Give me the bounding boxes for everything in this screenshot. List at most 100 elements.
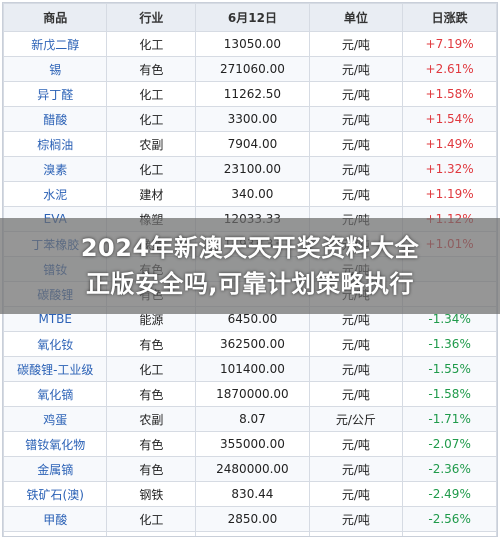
table-row: 氧化镨有色367500.00元/吨-2.65%	[3, 531, 497, 536]
unit-cell: 元/吨	[308, 456, 404, 482]
table-row: 溴素 化工 23100.00 元/吨 +1.32%	[3, 156, 497, 182]
commodity-name-link[interactable]: 鸡蛋	[3, 406, 108, 432]
table-row: 水泥 建材 340.00 元/吨 +1.19%	[3, 181, 497, 207]
price-cell: 2850.00	[195, 506, 310, 532]
table-row: 鸡蛋 农副 8.07 元/公斤 -1.71%	[3, 406, 497, 432]
daily-change-cell: +1.58%	[402, 81, 497, 107]
daily-change-cell: -2.07%	[402, 431, 497, 457]
industry-cell: 农副	[106, 131, 197, 157]
banner-title-line-2: 正版安全吗,可靠计划策略执行	[85, 270, 415, 298]
table-row: 金属镝 有色 2480000.00 元/吨 -2.36%	[3, 456, 497, 482]
col-header-unit[interactable]: 单位	[308, 3, 404, 32]
unit-cell: 元/吨	[308, 431, 404, 457]
unit-cell: 元/吨	[308, 81, 404, 107]
unit-cell: 元/吨	[308, 131, 404, 157]
unit-cell: 元/吨	[308, 381, 404, 407]
industry-cell: 有色	[106, 531, 197, 536]
price-cell: 7904.00	[195, 131, 310, 157]
industry-cell: 建材	[106, 181, 197, 207]
industry-cell: 有色	[106, 456, 197, 482]
unit-cell: 元/吨	[308, 181, 404, 207]
overlay-banner: 2024年新澳天天开奖资料大全 正版安全吗,可靠计划策略执行	[0, 218, 500, 314]
col-header-commodity[interactable]: 商品	[3, 3, 108, 32]
unit-cell: 元/吨	[308, 481, 404, 507]
commodity-name-link[interactable]: 异丁醛	[3, 81, 108, 107]
commodity-name-link[interactable]: 新戊二醇	[3, 31, 108, 57]
price-cell: 8.07	[195, 406, 310, 432]
price-cell: 340.00	[195, 181, 310, 207]
table-header: 商品 行业 6月12日 单位 日涨跌	[3, 3, 497, 32]
industry-cell: 有色	[106, 331, 197, 357]
price-cell: 271060.00	[195, 56, 310, 82]
unit-cell: 元/吨	[308, 506, 404, 532]
commodity-name-link[interactable]: 棕榈油	[3, 131, 108, 157]
industry-cell: 钢铁	[106, 481, 197, 507]
daily-change-cell: -2.65%	[402, 531, 497, 536]
daily-change-cell: -1.71%	[402, 406, 497, 432]
daily-change-cell: +1.32%	[402, 156, 497, 182]
commodity-name-link[interactable]: 氧化钕	[3, 331, 108, 357]
daily-change-cell: +1.19%	[402, 181, 497, 207]
commodity-name-link[interactable]: 水泥	[3, 181, 108, 207]
price-cell: 11262.50	[195, 81, 310, 107]
table-row: 甲酸 化工 2850.00 元/吨 -2.56%	[3, 506, 497, 532]
commodity-name-link[interactable]: 醋酸	[3, 106, 108, 132]
table-row: 氧化镝 有色 1870000.00 元/吨 -1.58%	[3, 381, 497, 407]
price-cell: 1870000.00	[195, 381, 310, 407]
price-cell: 13050.00	[195, 31, 310, 57]
industry-cell: 有色	[106, 431, 197, 457]
industry-cell: 化工	[106, 356, 197, 382]
table-row: 碳酸锂-工业级 化工 101400.00 元/吨 -1.55%	[3, 356, 497, 382]
commodity-name-link[interactable]: 铁矿石(澳)	[3, 481, 108, 507]
unit-cell: 元/吨	[308, 31, 404, 57]
table-row: 异丁醛 化工 11262.50 元/吨 +1.58%	[3, 81, 497, 107]
col-header-industry[interactable]: 行业	[106, 3, 197, 32]
industry-cell: 有色	[106, 56, 197, 82]
header-row: 商品 行业 6月12日 单位 日涨跌	[3, 3, 497, 32]
commodity-name-link[interactable]: 金属镝	[3, 456, 108, 482]
daily-change-cell: -1.58%	[402, 381, 497, 407]
daily-change-cell: +1.49%	[402, 131, 497, 157]
price-cell: 23100.00	[195, 156, 310, 182]
unit-cell: 元/吨	[308, 106, 404, 132]
unit-cell: 元/吨	[308, 56, 404, 82]
price-cell: 101400.00	[195, 356, 310, 382]
commodity-name-link[interactable]: 碳酸锂-工业级	[3, 356, 108, 382]
commodity-name-link[interactable]: 锡	[3, 56, 108, 82]
price-cell: 830.44	[195, 481, 310, 507]
col-header-date-price[interactable]: 6月12日	[195, 3, 310, 32]
industry-cell: 农副	[106, 406, 197, 432]
price-cell: 3300.00	[195, 106, 310, 132]
daily-change-cell: -2.56%	[402, 506, 497, 532]
daily-change-cell: -1.55%	[402, 356, 497, 382]
unit-cell: 元/吨	[308, 356, 404, 382]
commodity-name-link[interactable]: 溴素	[3, 156, 108, 182]
commodity-name-link[interactable]: 甲酸	[3, 506, 108, 532]
unit-cell: 元/吨	[308, 331, 404, 357]
daily-change-cell: -2.49%	[402, 481, 497, 507]
price-cell: 2480000.00	[195, 456, 310, 482]
industry-cell: 化工	[106, 31, 197, 57]
price-cell: 362500.00	[195, 331, 310, 357]
table-row: 氧化钕 有色 362500.00 元/吨 -1.36%	[3, 331, 497, 357]
unit-cell: 元/公斤	[308, 406, 404, 432]
col-header-daily-change[interactable]: 日涨跌	[402, 3, 497, 32]
commodity-name-link[interactable]: 氧化镝	[3, 381, 108, 407]
unit-cell: 元/吨	[308, 156, 404, 182]
table-row: 镨钕氧化物 有色 355000.00 元/吨 -2.07%	[3, 431, 497, 457]
daily-change-cell: +2.61%	[402, 56, 497, 82]
commodity-name-link[interactable]: 氧化镨	[3, 531, 108, 536]
table-row: 新戊二醇 化工 13050.00 元/吨 +7.19%	[3, 31, 497, 57]
table-row: 铁矿石(澳) 钢铁 830.44 元/吨 -2.49%	[3, 481, 497, 507]
industry-cell: 化工	[106, 81, 197, 107]
daily-change-cell: +1.54%	[402, 106, 497, 132]
industry-cell: 化工	[106, 106, 197, 132]
industry-cell: 化工	[106, 156, 197, 182]
table-row: 锡有色 271060.00 元/吨 +2.61%	[3, 56, 497, 82]
table-row: 棕榈油 农副 7904.00 元/吨 +1.49%	[3, 131, 497, 157]
price-cell: 355000.00	[195, 431, 310, 457]
unit-cell: 元/吨	[308, 531, 404, 536]
table-row: 醋酸 化工 3300.00 元/吨 +1.54%	[3, 106, 497, 132]
commodity-name-link[interactable]: 镨钕氧化物	[3, 431, 108, 457]
daily-change-cell: -2.36%	[402, 456, 497, 482]
